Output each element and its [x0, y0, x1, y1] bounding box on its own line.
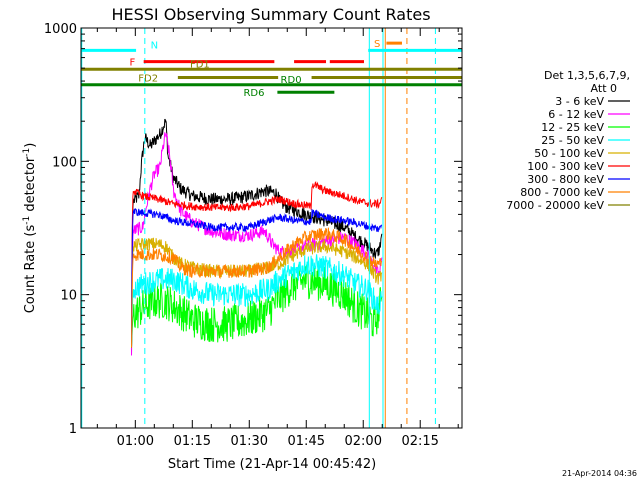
plot-frame [80, 27, 463, 429]
time-markers [81, 28, 436, 428]
x-tick-label-1: 01:15 [174, 434, 211, 449]
legend-label-0: 3 - 6 keV [555, 95, 604, 108]
flag-label-F: F [130, 58, 136, 69]
legend-label-3: 25 - 50 keV [541, 134, 604, 147]
series-trace-2 [131, 264, 383, 348]
legend-header-1: Det 1,3,5,6,7,9, [544, 69, 630, 82]
y-tick-label-2: 100 [52, 155, 77, 170]
flag-label-RD6: RD6 [243, 88, 264, 99]
series-trace-1 [131, 132, 383, 356]
flag-label-FD2: FD2 [138, 74, 158, 85]
series-trace-3 [131, 254, 383, 348]
flag-label-FD1: FD1 [190, 59, 210, 70]
axes: 1 10 100 1000 01:00 01:15 01:30 01:45 02:00 02:15 [44, 22, 462, 449]
legend-label-2: 12 - 25 keV [541, 121, 604, 134]
x-tick-label-2: 01:30 [231, 434, 268, 449]
series-trace-0 [131, 118, 383, 356]
x-tick-label-5: 02:15 [401, 434, 438, 449]
series-trace-5 [131, 181, 383, 348]
legend-label-8: 7000 - 20000 keV [506, 199, 604, 212]
legend-label-6: 300 - 800 keV [527, 173, 604, 186]
y-tick-label-1: 10 [60, 289, 77, 304]
x-tick-label-4: 02:00 [345, 434, 382, 449]
chart-title: HESSI Observing Summary Count Rates [111, 5, 430, 24]
y-axis-label: Count Rate (s-1 detector-1) [22, 143, 38, 314]
flag-label-RD0: RD0 [281, 75, 302, 86]
series-trace-6 [131, 208, 383, 348]
x-axis-label: Start Time (21-Apr-14 00:45:42) [168, 457, 376, 472]
flag-label-S: S [374, 39, 380, 50]
legend-label-7: 800 - 7000 keV [520, 186, 604, 199]
legend-label-1: 6 - 12 keV [548, 108, 604, 121]
legend-label-5: 100 - 300 keV [527, 160, 604, 173]
x-tick-label-3: 01:45 [288, 434, 325, 449]
data-traces [131, 118, 383, 356]
x-tick-label-0: 01:00 [117, 434, 154, 449]
legend-header-2: Att 0 [591, 82, 617, 95]
flag-label-N: N [151, 40, 158, 51]
footer-timestamp: 21-Apr-2014 04:36 [562, 469, 637, 478]
y-tick-label-0: 1 [69, 422, 77, 437]
legend-label-4: 50 - 100 keV [534, 147, 604, 160]
series-trace-7 [131, 227, 383, 348]
flag-bars: N F FD1 FD2 RD0 RD6 S [81, 39, 462, 99]
y-tick-label-3: 1000 [44, 22, 77, 37]
